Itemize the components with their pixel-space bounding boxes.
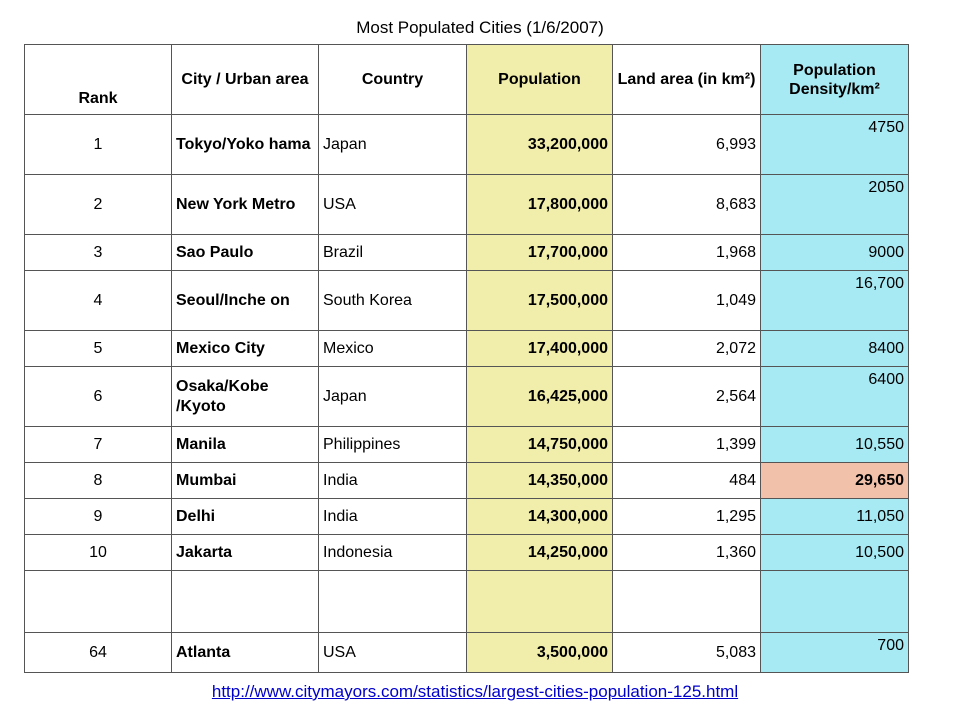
cell-population: 17,500,000 <box>466 270 613 331</box>
cell-population: 14,350,000 <box>466 462 613 499</box>
cell-population: 16,425,000 <box>466 366 613 427</box>
cell-density: 2050 <box>760 174 909 235</box>
table-row: 1 Tokyo/Yoko hama Japan 33,200,000 6,993 4750 <box>24 114 909 175</box>
header-density: Population Density/km² <box>760 44 909 115</box>
header-population: Population <box>466 44 613 115</box>
cell-country: Philippines <box>318 426 467 463</box>
cell-land-area: 2,564 <box>612 366 761 427</box>
cell-city: Mumbai <box>171 462 319 499</box>
cell-rank <box>24 570 172 633</box>
cell-density: 8400 <box>760 330 909 367</box>
cell-density: 29,650 <box>760 462 909 499</box>
cell-rank: 3 <box>24 234 172 271</box>
cell-city: New York Metro <box>171 174 319 235</box>
table-row: 6 Osaka/Kobe /Kyoto Japan 16,425,000 2,564 64… <box>24 366 909 427</box>
table-row: 4 Seoul/Inche on South Korea 17,500,000 1,04… <box>24 270 909 331</box>
cell-land-area: 1,295 <box>612 498 761 535</box>
cell-city: Manila <box>171 426 319 463</box>
cell-rank: 10 <box>24 534 172 571</box>
table-row: 5 Mexico City Mexico 17,400,000 2,072 8400 <box>24 330 909 367</box>
cell-land-area: 8,683 <box>612 174 761 235</box>
cell-country: India <box>318 462 467 499</box>
cell-population: 14,750,000 <box>466 426 613 463</box>
cell-land-area: 1,399 <box>612 426 761 463</box>
cell-population: 17,800,000 <box>466 174 613 235</box>
cell-country: Mexico <box>318 330 467 367</box>
cell-country: USA <box>318 174 467 235</box>
cell-land-area: 5,083 <box>612 632 761 673</box>
header-row: Rank City / Urban area Country Populatio… <box>24 44 909 115</box>
cell-rank: 5 <box>24 330 172 367</box>
header-land-area: Land area (in km²) <box>612 44 761 115</box>
cell-density: 6400 <box>760 366 909 427</box>
table-row: 8 Mumbai India 14,350,000 484 29,650 <box>24 462 909 499</box>
table-row: 10 Jakarta Indonesia 14,250,000 1,360 10,500 <box>24 534 909 571</box>
table-row: 64 Atlanta USA 3,500,000 5,083 700 <box>24 632 909 673</box>
source-link[interactable]: http://www.citymayors.com/statistics/lar… <box>211 682 739 701</box>
cell-country: South Korea <box>318 270 467 331</box>
cell-land-area: 1,360 <box>612 534 761 571</box>
cell-density: 700 <box>760 632 909 673</box>
cell-population: 33,200,000 <box>466 114 613 175</box>
cell-density: 4750 <box>760 114 909 175</box>
table-row <box>24 570 909 633</box>
cell-city: Tokyo/Yoko hama <box>171 114 319 175</box>
cell-country: Japan <box>318 114 467 175</box>
cell-density: 10,550 <box>760 426 909 463</box>
cell-city <box>171 570 319 633</box>
table-row: 7 Manila Philippines 14,750,000 1,399 10,550 <box>24 426 909 463</box>
table-row: 2 New York Metro USA 17,800,000 8,683 2050 <box>24 174 909 235</box>
cell-population <box>466 570 613 633</box>
header-rank: Rank <box>24 44 172 115</box>
cell-rank: 64 <box>24 632 172 673</box>
cell-rank: 9 <box>24 498 172 535</box>
cell-population: 14,250,000 <box>466 534 613 571</box>
cell-density: 11,050 <box>760 498 909 535</box>
cell-city: Delhi <box>171 498 319 535</box>
cell-land-area: 1,049 <box>612 270 761 331</box>
cell-city: Atlanta <box>171 632 319 673</box>
cell-rank: 1 <box>24 114 172 175</box>
cell-population: 3,500,000 <box>466 632 613 673</box>
cell-country: USA <box>318 632 467 673</box>
cell-density: 9000 <box>760 234 909 271</box>
cell-rank: 6 <box>24 366 172 427</box>
cell-country: Indonesia <box>318 534 467 571</box>
table-row: 9 Delhi India 14,300,000 1,295 11,050 <box>24 498 909 535</box>
cities-table: Rank City / Urban area Country Populatio… <box>24 44 909 673</box>
cell-land-area: 484 <box>612 462 761 499</box>
cell-country: Brazil <box>318 234 467 271</box>
cell-rank: 4 <box>24 270 172 331</box>
cell-population: 17,400,000 <box>466 330 613 367</box>
cell-city: Seoul/Inche on <box>171 270 319 331</box>
cell-land-area <box>612 570 761 633</box>
cell-country <box>318 570 467 633</box>
page-title: Most Populated Cities (1/6/2007) <box>356 18 604 37</box>
cell-country: Japan <box>318 366 467 427</box>
cell-land-area: 6,993 <box>612 114 761 175</box>
cell-land-area: 2,072 <box>612 330 761 367</box>
cell-density: 16,700 <box>760 270 909 331</box>
cell-density <box>760 570 909 633</box>
cell-population: 14,300,000 <box>466 498 613 535</box>
table-row: 3 Sao Paulo Brazil 17,700,000 1,968 9000 <box>24 234 909 271</box>
cell-population: 17,700,000 <box>466 234 613 271</box>
cell-land-area: 1,968 <box>612 234 761 271</box>
cell-city: Jakarta <box>171 534 319 571</box>
cell-rank: 7 <box>24 426 172 463</box>
cell-country: India <box>318 498 467 535</box>
cell-rank: 8 <box>24 462 172 499</box>
header-city: City / Urban area <box>171 44 319 115</box>
cell-city: Mexico City <box>171 330 319 367</box>
cell-rank: 2 <box>24 174 172 235</box>
cell-city: Osaka/Kobe /Kyoto <box>171 366 319 427</box>
header-country: Country <box>318 44 467 115</box>
cell-city: Sao Paulo <box>171 234 319 271</box>
cell-density: 10,500 <box>760 534 909 571</box>
